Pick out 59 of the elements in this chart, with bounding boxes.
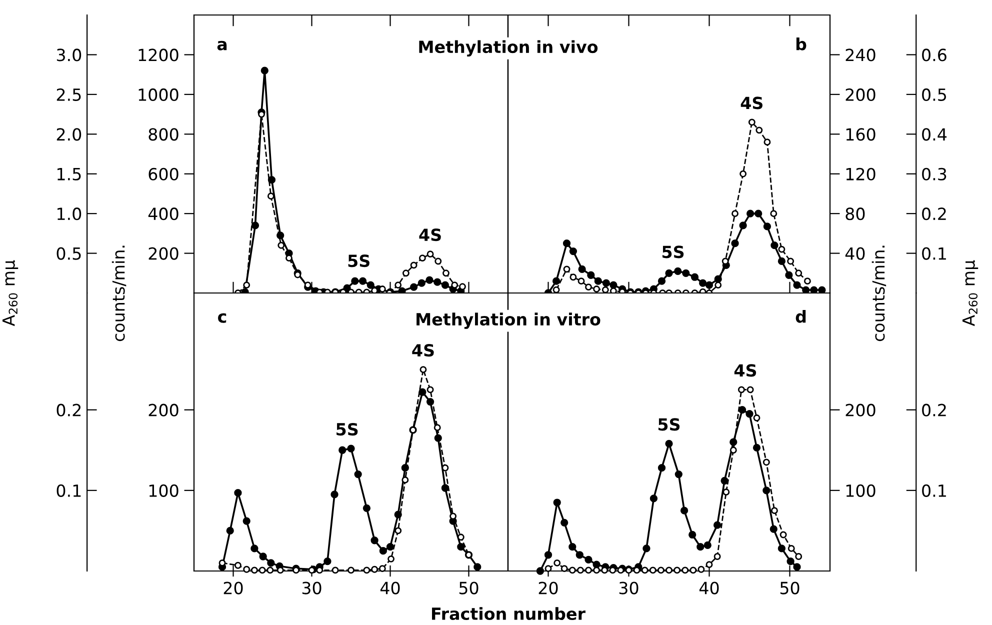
annotation: 4S: [734, 364, 756, 377]
y-axis-title: counts/min.: [112, 246, 126, 342]
annotation: 5S: [658, 418, 680, 431]
y-tick-label: 200: [148, 247, 178, 260]
x-tick-label: 20: [224, 582, 243, 594]
y-tick-label: 200: [148, 404, 178, 416]
y-tick-label: 80: [846, 208, 865, 220]
y2-tick-label: 0.5: [56, 247, 81, 260]
y2-tick-label: 0.1: [922, 247, 946, 260]
y2-tick-label: 3.0: [56, 48, 82, 62]
y2-tick-label: 0.6: [922, 48, 946, 62]
y2-tick-label: 0.4: [922, 128, 947, 141]
y-tick-label: 200: [846, 404, 876, 416]
x-tick-label: 50: [459, 582, 478, 594]
y-tick-label: 100: [846, 484, 876, 497]
y-tick-label: 160: [846, 128, 876, 141]
x-tick-label: 50: [780, 582, 800, 594]
y2-tick-label: 1.0: [58, 208, 82, 220]
y2-axis-title: A$_{260}$ mμ: [2, 260, 18, 326]
annotation: c: [218, 313, 226, 323]
y2-tick-label: 0.2: [922, 208, 946, 220]
annotation: 4S: [419, 228, 441, 242]
x-tick-label: 30: [619, 582, 638, 594]
y2-tick-label: 0.2: [922, 404, 946, 416]
x-tick-label: 40: [380, 582, 400, 594]
x-axis-title: Fraction number: [432, 607, 586, 620]
annotation: b: [796, 38, 806, 50]
y2-tick-label: 2.0: [56, 128, 82, 141]
annotation: 5S: [348, 254, 370, 268]
y2-tick-label: 0.1: [922, 484, 946, 497]
y-tick-label: 800: [148, 128, 178, 141]
y2-axis-title: A$_{260}$ mμ: [962, 260, 978, 326]
annotation: d: [796, 310, 806, 323]
y-tick-label: 200: [846, 88, 876, 101]
y-tick-label: 120: [846, 168, 876, 180]
x-tick-label: 40: [699, 582, 719, 594]
y2-tick-label: 0.1: [56, 484, 81, 497]
y2-tick-label: 2.5: [56, 88, 81, 101]
annotation: 4S: [740, 96, 762, 110]
y-axis-title: counts/min.: [872, 246, 886, 342]
x-tick-label: 30: [302, 582, 322, 594]
y2-tick-label: 0.3: [922, 168, 946, 180]
annotation: 5S: [336, 422, 358, 436]
text: Methylation in vitro: [416, 312, 600, 329]
y-tick-label: 240: [846, 48, 876, 62]
annotation: 5S: [662, 246, 684, 258]
y2-tick-label: 0.5: [922, 88, 946, 101]
y-tick-label: 40: [845, 247, 865, 260]
y2-tick-label: 0.2: [56, 404, 81, 416]
y-tick-label: 400: [148, 208, 178, 220]
text: Methylation in vivo: [419, 40, 598, 56]
y-tick-label: 100: [149, 484, 178, 497]
annotation: 4S: [412, 344, 434, 357]
annotation: a: [217, 40, 227, 50]
y-tick-label: 1200: [138, 48, 178, 62]
y-tick-label: 1000: [138, 88, 178, 101]
y2-tick-label: 1.5: [58, 168, 81, 180]
x-tick-label: 20: [538, 582, 558, 594]
y-tick-label: 600: [148, 168, 178, 180]
